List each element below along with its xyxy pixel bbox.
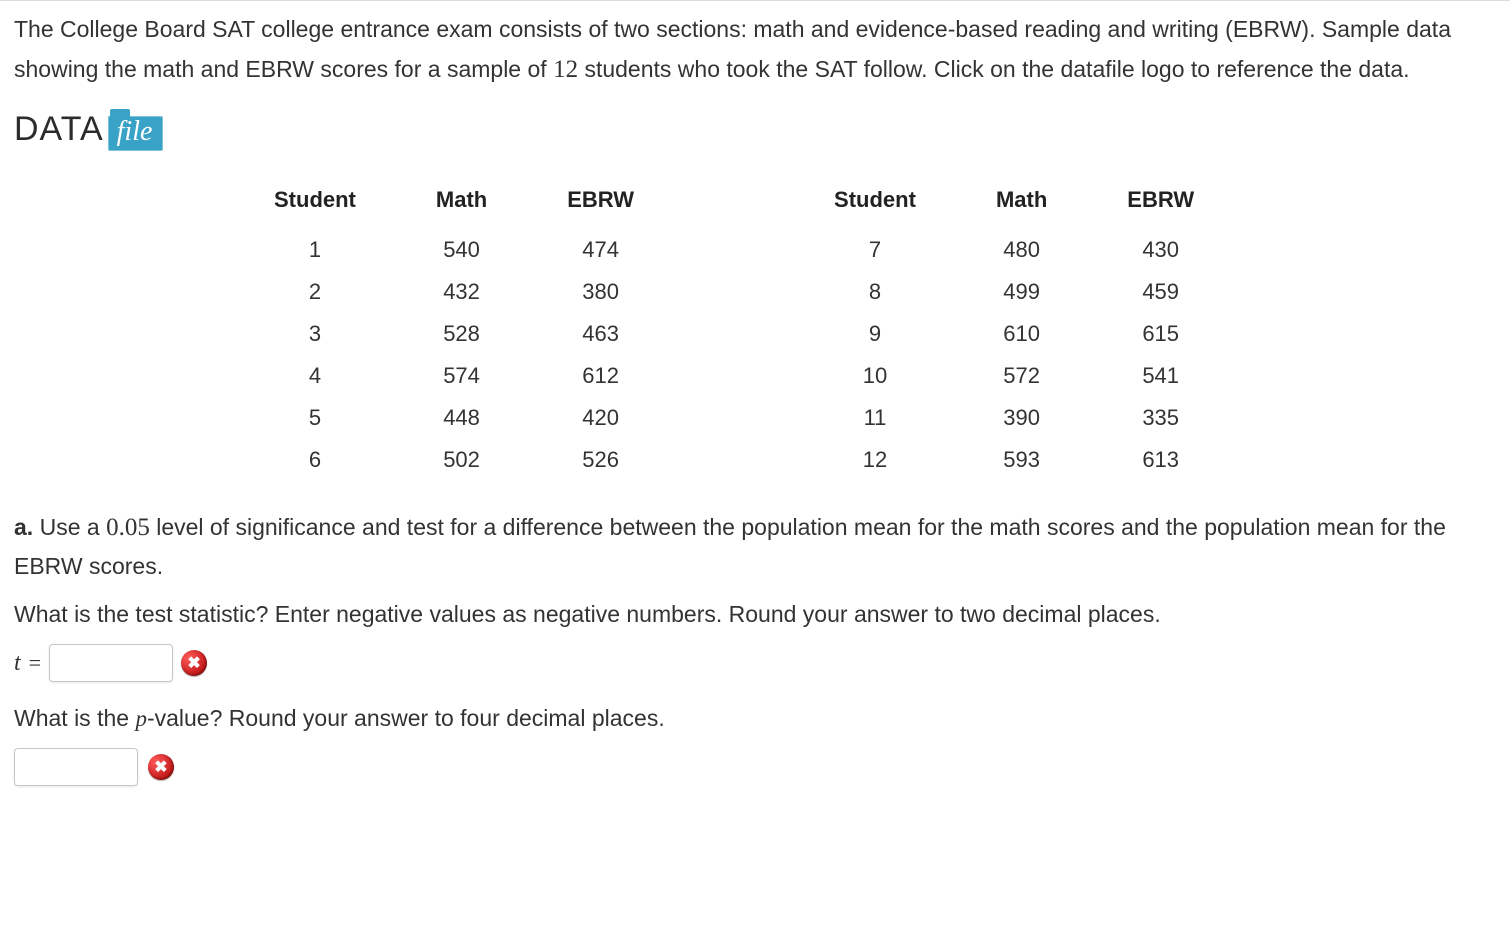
- table-header-row: Student Math EBRW: [794, 181, 1234, 229]
- cell-math: 390: [956, 397, 1087, 439]
- pvalue-input[interactable]: [14, 748, 138, 786]
- p-symbol: p: [135, 706, 147, 731]
- cell-student: 12: [794, 439, 956, 481]
- tstat-prompt: What is the test statistic? Enter negati…: [14, 596, 1496, 634]
- datafile-label-file: file: [108, 116, 164, 151]
- table-row: 11390335: [794, 397, 1234, 439]
- alpha-value: 0.05: [106, 514, 150, 541]
- pvalue-text-after: -value? Round your answer to four decima…: [147, 705, 665, 731]
- cell-math: 593: [956, 439, 1087, 481]
- cell-student: 2: [234, 271, 396, 313]
- pvalue-text-before: What is the: [14, 705, 135, 731]
- cell-ebrw: 613: [1087, 439, 1234, 481]
- table-row: 9610615: [794, 313, 1234, 355]
- cell-ebrw: 459: [1087, 271, 1234, 313]
- cell-ebrw: 335: [1087, 397, 1234, 439]
- cell-ebrw: 612: [527, 355, 674, 397]
- t-symbol: t: [14, 650, 21, 677]
- tstat-input[interactable]: [49, 644, 173, 682]
- intro-text-after: students who took the SAT follow. Click …: [578, 56, 1409, 82]
- scores-table-left: Student Math EBRW 1540474 2432380 352846…: [234, 181, 674, 481]
- cell-math: 610: [956, 313, 1087, 355]
- table-row: 4574612: [234, 355, 674, 397]
- pvalue-prompt: What is the p-value? Round your answer t…: [14, 700, 1496, 738]
- cell-math: 448: [396, 397, 527, 439]
- cell-ebrw: 463: [527, 313, 674, 355]
- equals-sign: =: [29, 650, 41, 676]
- wrong-icon: ✖: [148, 754, 174, 780]
- table-row: 6502526: [234, 439, 674, 481]
- table-row: 7480430: [794, 229, 1234, 271]
- table-row: 2432380: [234, 271, 674, 313]
- tstat-row: t = ✖: [14, 644, 1496, 682]
- cell-math: 540: [396, 229, 527, 271]
- table-row: 8499459: [794, 271, 1234, 313]
- cell-ebrw: 420: [527, 397, 674, 439]
- cell-math: 480: [956, 229, 1087, 271]
- col-student: Student: [234, 181, 396, 229]
- cell-math: 502: [396, 439, 527, 481]
- cell-student: 5: [234, 397, 396, 439]
- wrong-icon: ✖: [181, 650, 207, 676]
- cell-student: 10: [794, 355, 956, 397]
- cell-ebrw: 541: [1087, 355, 1234, 397]
- table-row: 10572541: [794, 355, 1234, 397]
- pvalue-row: ✖: [14, 748, 1496, 786]
- cell-math: 499: [956, 271, 1087, 313]
- cell-student: 7: [794, 229, 956, 271]
- cell-student: 6: [234, 439, 396, 481]
- folder-icon: file: [108, 108, 164, 151]
- sample-size: 12: [553, 56, 578, 83]
- scores-table-right: Student Math EBRW 7480430 8499459 961061…: [794, 181, 1234, 481]
- table-row: 5448420: [234, 397, 674, 439]
- part-a-prompt: a. Use a 0.05 level of significance and …: [14, 507, 1496, 586]
- cell-math: 528: [396, 313, 527, 355]
- datafile-logo[interactable]: DATA file: [14, 108, 163, 151]
- col-ebrw: EBRW: [1087, 181, 1234, 229]
- part-a-label: a.: [14, 514, 33, 540]
- scores-tables: Student Math EBRW 1540474 2432380 352846…: [234, 181, 1496, 481]
- table-row: 12593613: [794, 439, 1234, 481]
- cell-student: 1: [234, 229, 396, 271]
- col-math: Math: [396, 181, 527, 229]
- cell-student: 4: [234, 355, 396, 397]
- cell-ebrw: 380: [527, 271, 674, 313]
- table-row: 1540474: [234, 229, 674, 271]
- col-math: Math: [956, 181, 1087, 229]
- cell-student: 8: [794, 271, 956, 313]
- part-a-text-after: level of significance and test for a dif…: [14, 514, 1446, 579]
- intro-paragraph: The College Board SAT college entrance e…: [14, 11, 1496, 90]
- cell-student: 11: [794, 397, 956, 439]
- table-row: 3528463: [234, 313, 674, 355]
- cell-math: 572: [956, 355, 1087, 397]
- cell-student: 3: [234, 313, 396, 355]
- cell-student: 9: [794, 313, 956, 355]
- cell-ebrw: 430: [1087, 229, 1234, 271]
- col-ebrw: EBRW: [527, 181, 674, 229]
- cell-ebrw: 474: [527, 229, 674, 271]
- table-header-row: Student Math EBRW: [234, 181, 674, 229]
- col-student: Student: [794, 181, 956, 229]
- datafile-label-data: DATA: [14, 110, 104, 149]
- cell-math: 574: [396, 355, 527, 397]
- cell-ebrw: 526: [527, 439, 674, 481]
- cell-math: 432: [396, 271, 527, 313]
- part-a-text-before: Use a: [33, 514, 106, 540]
- cell-ebrw: 615: [1087, 313, 1234, 355]
